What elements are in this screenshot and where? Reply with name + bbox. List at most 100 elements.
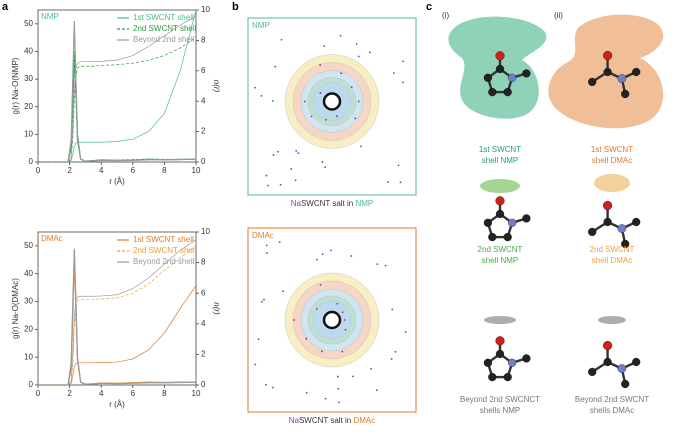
atom bbox=[507, 218, 517, 227]
y-tick-label: 20 bbox=[24, 102, 33, 111]
x-tick-label: 0 bbox=[36, 166, 41, 175]
x-tick-label: 6 bbox=[131, 166, 136, 175]
sodium-ion bbox=[323, 45, 326, 47]
sodium-ion bbox=[290, 168, 293, 170]
atom bbox=[632, 67, 641, 77]
g-line bbox=[38, 248, 197, 386]
g-line bbox=[38, 56, 197, 163]
sodium-ion bbox=[279, 183, 282, 186]
chart-annotation: DMAc bbox=[41, 234, 63, 243]
y2-tick-label: 6 bbox=[201, 288, 206, 297]
y-tick-label: 40 bbox=[24, 47, 33, 56]
atom bbox=[483, 73, 493, 82]
n-line bbox=[38, 15, 197, 163]
nanotube bbox=[322, 310, 342, 330]
sodium-ion bbox=[337, 387, 340, 390]
sodium-ion bbox=[277, 150, 279, 153]
sodium-ion bbox=[274, 65, 277, 68]
x-tick-label: 4 bbox=[99, 389, 104, 398]
n-line bbox=[38, 9, 197, 163]
sodium-ion bbox=[397, 164, 400, 167]
atom bbox=[503, 232, 512, 242]
sodium-ion bbox=[316, 258, 318, 261]
sodium-ion bbox=[295, 149, 298, 152]
sodium-ion bbox=[324, 166, 327, 169]
sodium-ion bbox=[265, 383, 267, 386]
legend-label: Beyond 2nd shell bbox=[133, 35, 195, 44]
isosurface bbox=[480, 179, 520, 193]
atom bbox=[621, 379, 630, 389]
sodium-ion bbox=[294, 179, 297, 182]
y2-tick-label: 10 bbox=[201, 5, 210, 14]
legend-label: Beyond 2nd shell bbox=[133, 257, 195, 266]
sodium-ion bbox=[321, 253, 324, 256]
chart-annotation: NMP bbox=[41, 12, 59, 21]
y2-tick-label: 0 bbox=[201, 157, 206, 166]
sodium-ion bbox=[370, 367, 372, 370]
atom bbox=[588, 227, 597, 237]
n-line bbox=[38, 239, 197, 386]
legend-label: 1st SWCNT shell bbox=[133, 13, 194, 22]
y2-axis-label: n(r) bbox=[212, 80, 221, 93]
caption-part: Na bbox=[289, 416, 300, 425]
y2-tick-label: 2 bbox=[201, 127, 206, 136]
sodium-ion bbox=[340, 72, 343, 75]
sodium-ion bbox=[265, 244, 268, 247]
sodium-ion bbox=[310, 115, 313, 118]
atom bbox=[503, 372, 512, 382]
atom bbox=[603, 357, 612, 367]
sodium-ion bbox=[355, 42, 358, 45]
sodium-ion bbox=[352, 375, 354, 378]
sodium-ion bbox=[384, 264, 387, 267]
sodium-ion bbox=[324, 397, 327, 400]
y-tick-label: 30 bbox=[24, 74, 33, 83]
legend-label: 2nd SWCNT shell bbox=[133, 24, 197, 33]
sodium-ion bbox=[343, 319, 346, 321]
x-tick-label: 0 bbox=[36, 389, 41, 398]
sodium-ion bbox=[391, 308, 394, 311]
sodium-ion bbox=[319, 92, 322, 94]
plot-frame bbox=[37, 9, 197, 163]
simulation-box bbox=[247, 17, 417, 196]
molecule-caption: shell NMP bbox=[482, 256, 518, 265]
atom bbox=[503, 87, 512, 97]
sodium-ion bbox=[357, 100, 360, 103]
sodium-ion bbox=[325, 118, 327, 121]
sodium-ion bbox=[303, 100, 306, 103]
caption-part: NMP bbox=[355, 199, 373, 208]
atom bbox=[617, 74, 627, 83]
sodium-ion bbox=[336, 302, 339, 305]
sodium-ion bbox=[402, 60, 404, 63]
caption-part: DMAc bbox=[353, 416, 375, 425]
molecule-caption: shell DMAc bbox=[592, 156, 632, 165]
sodium-ion bbox=[305, 337, 308, 340]
sodium-ion bbox=[320, 350, 323, 353]
sodium-ion bbox=[336, 375, 339, 378]
atom bbox=[603, 200, 613, 211]
molecule-caption: shells NMP bbox=[480, 406, 520, 415]
n-line bbox=[38, 245, 197, 386]
sodium-ion bbox=[341, 311, 344, 314]
y-tick-label: 50 bbox=[24, 19, 33, 28]
sodium-ion bbox=[402, 81, 404, 84]
atom bbox=[483, 358, 493, 367]
atom bbox=[603, 340, 613, 351]
caption-part: SWCNT salt in bbox=[299, 416, 354, 425]
column-label: (ii) bbox=[554, 11, 563, 20]
sodium-ion bbox=[293, 319, 295, 321]
y2-tick-label: 4 bbox=[201, 319, 206, 328]
atom bbox=[603, 50, 613, 61]
caption-part: SWCNT salt in bbox=[301, 199, 356, 208]
molecule-caption: shell DMAc bbox=[592, 256, 632, 265]
x-tick-label: 2 bbox=[67, 166, 72, 175]
y-tick-label: 10 bbox=[24, 129, 33, 138]
atom bbox=[507, 358, 517, 367]
y-axis-label: g(r) Na-O(NMP) bbox=[11, 57, 20, 114]
sodium-ion bbox=[271, 99, 274, 102]
sodium-ion bbox=[330, 249, 332, 252]
atom bbox=[488, 87, 497, 97]
sodium-ion bbox=[354, 117, 357, 120]
sodium-ion bbox=[404, 330, 407, 333]
x-axis-label: r (Å) bbox=[109, 400, 125, 409]
sodium-ion bbox=[315, 307, 318, 310]
